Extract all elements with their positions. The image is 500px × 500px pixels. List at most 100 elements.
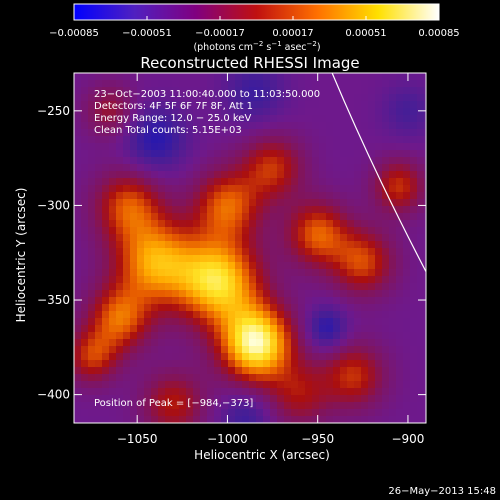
heatmap-cell [235,395,243,403]
heatmap-cell [403,248,411,256]
heatmap-cell [186,402,194,410]
heatmap-cell [298,199,306,207]
heatmap-cell [340,297,348,305]
heatmap-cell [361,108,369,116]
heatmap-cell [382,262,390,270]
heatmap-cell [207,178,215,186]
heatmap-cell [221,332,229,340]
heatmap-cell [172,115,180,123]
heatmap-cell [116,276,124,284]
heatmap-cell [340,206,348,214]
heatmap-cell [333,255,341,263]
heatmap-cell [410,150,418,158]
heatmap-cell [347,360,355,368]
heatmap-cell [375,353,383,361]
heatmap-cell [81,94,89,102]
heatmap-cell [193,185,201,193]
heatmap-cell [116,416,124,423]
heatmap-cell [130,164,138,172]
heatmap-cell [340,143,348,151]
annotation-time-range: 23−Oct−2003 11:00:40.000 to 11:03:50.000 [94,89,320,100]
heatmap-cell [319,409,327,417]
heatmap-cell [137,276,145,284]
heatmap-cell [228,276,236,284]
heatmap-cell [88,332,96,340]
heatmap-cell [151,367,159,375]
heatmap-cell [137,402,145,410]
heatmap-cell [319,73,327,81]
heatmap-cell [186,164,194,172]
heatmap-cell [270,164,278,172]
heatmap-cell [417,101,425,109]
heatmap-cell [312,374,320,382]
heatmap-cell [116,353,124,361]
heatmap-cell [144,213,152,221]
heatmap-cell [326,367,334,375]
heatmap-cell [396,129,404,137]
heatmap-cell [270,73,278,81]
heatmap-cell [347,332,355,340]
heatmap-cell [249,227,257,235]
heatmap-cell [382,94,390,102]
heatmap-cell [95,318,103,326]
heatmap-cell [403,304,411,312]
heatmap-cell [368,367,376,375]
heatmap-cell [193,192,201,200]
heatmap-cell [151,94,159,102]
heatmap-cell [333,192,341,200]
heatmap-cell [319,241,327,249]
heatmap-cell [221,213,229,221]
heatmap-cell [221,367,229,375]
heatmap-cell [263,262,271,270]
heatmap-cell [137,122,145,130]
heatmap-cell [417,360,425,368]
heatmap-cell [95,220,103,228]
y-tick-label: −350 [37,293,70,307]
heatmap-cell [116,241,124,249]
heatmap-cell [228,409,236,417]
heatmap-cell [298,227,306,235]
heatmap-cell [116,185,124,193]
heatmap-cell [291,220,299,228]
heatmap-cell [158,171,166,179]
heatmap-cell [123,332,131,340]
heatmap-cell [305,122,313,130]
heatmap-cell [137,416,145,423]
heatmap-cell [102,136,110,144]
heatmap-cell [368,416,376,423]
heatmap-cell [151,80,159,88]
heatmap-cell [284,346,292,354]
heatmap-cell [116,80,124,88]
heatmap-cell [403,290,411,298]
heatmap-cell [109,241,117,249]
heatmap-cell [396,276,404,284]
heatmap-cell [291,136,299,144]
heatmap-cell [235,346,243,354]
heatmap-cell [256,416,264,423]
heatmap-cell [81,339,89,347]
heatmap-cell [263,381,271,389]
heatmap-cell [256,115,264,123]
heatmap-cell [221,150,229,158]
heatmap-cell [242,269,250,277]
heatmap-cell [242,122,250,130]
heatmap-cell [235,136,243,144]
heatmap-cell [221,94,229,102]
heatmap-cell [396,73,404,81]
heatmap-cell [326,402,334,410]
heatmap-cell [151,353,159,361]
heatmap-cell [354,409,362,417]
heatmap-cell [228,185,236,193]
heatmap-cell [340,178,348,186]
heatmap-cell [277,115,285,123]
heatmap-cell [256,381,264,389]
heatmap-cell [298,360,306,368]
heatmap-cell [410,374,418,382]
heatmap-cell [249,164,257,172]
heatmap-cell [81,290,89,298]
heatmap-cell [249,248,257,256]
heatmap-cell [242,374,250,382]
heatmap-cell [137,290,145,298]
heatmap-cell [158,353,166,361]
heatmap-cell [81,87,89,95]
